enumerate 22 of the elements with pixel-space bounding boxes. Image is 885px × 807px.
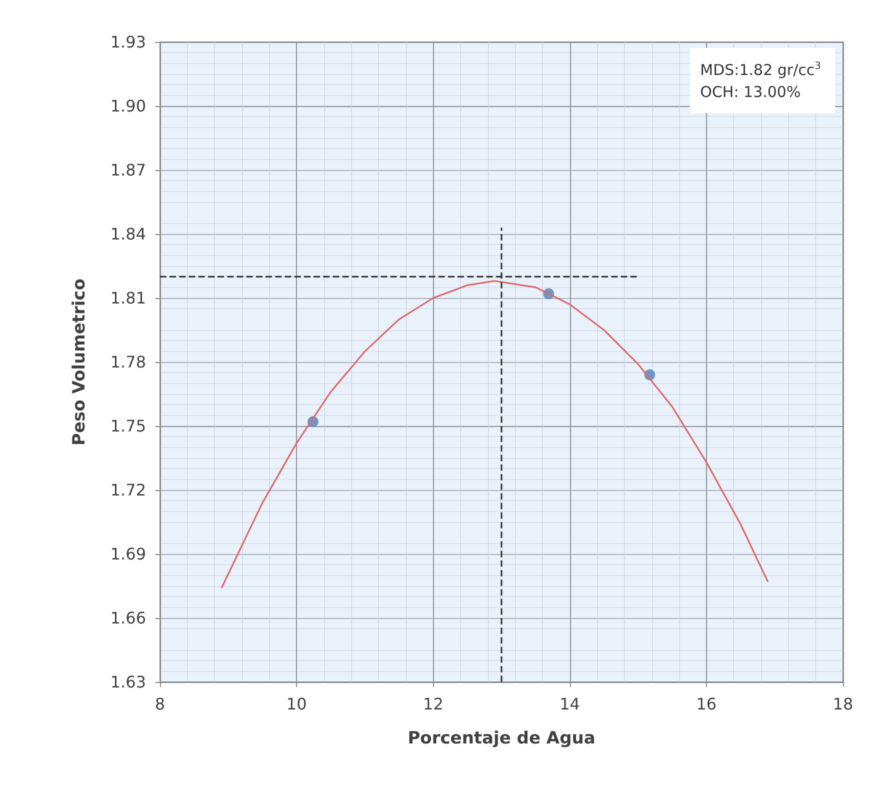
y-tick-label: 1.78 xyxy=(110,352,146,372)
x-tick-label: 12 xyxy=(423,694,444,714)
x-tick-label: 10 xyxy=(286,694,307,714)
y-tick-label: 1.90 xyxy=(110,96,146,116)
y-tick-label: 1.63 xyxy=(110,672,146,692)
y-tick-label: 1.93 xyxy=(110,32,146,52)
y-tick-label: 1.81 xyxy=(110,288,146,308)
y-tick-label: 1.84 xyxy=(110,224,146,244)
y-tick-label: 1.69 xyxy=(110,544,146,564)
x-tick-label: 8 xyxy=(154,694,166,714)
line-series xyxy=(220,280,769,589)
annotation: OCH: 13.00% xyxy=(700,83,801,101)
x-tick-label: 18 xyxy=(832,694,854,714)
x-axis-title: Porcentaje de Agua xyxy=(408,728,596,748)
x-tick-label: 14 xyxy=(560,694,580,714)
y-tick-label: 1.87 xyxy=(110,160,146,180)
y-tick-label: 1.72 xyxy=(110,480,146,500)
y-tick-label: 1.75 xyxy=(110,416,146,436)
y-tick-label: 1.66 xyxy=(110,608,146,628)
x-tick-label: 16 xyxy=(696,694,717,714)
annotation: MDS:1.82 gr/cc$^{3}$ xyxy=(700,61,821,79)
y-axis-title: Peso Volumetrico xyxy=(70,278,90,446)
